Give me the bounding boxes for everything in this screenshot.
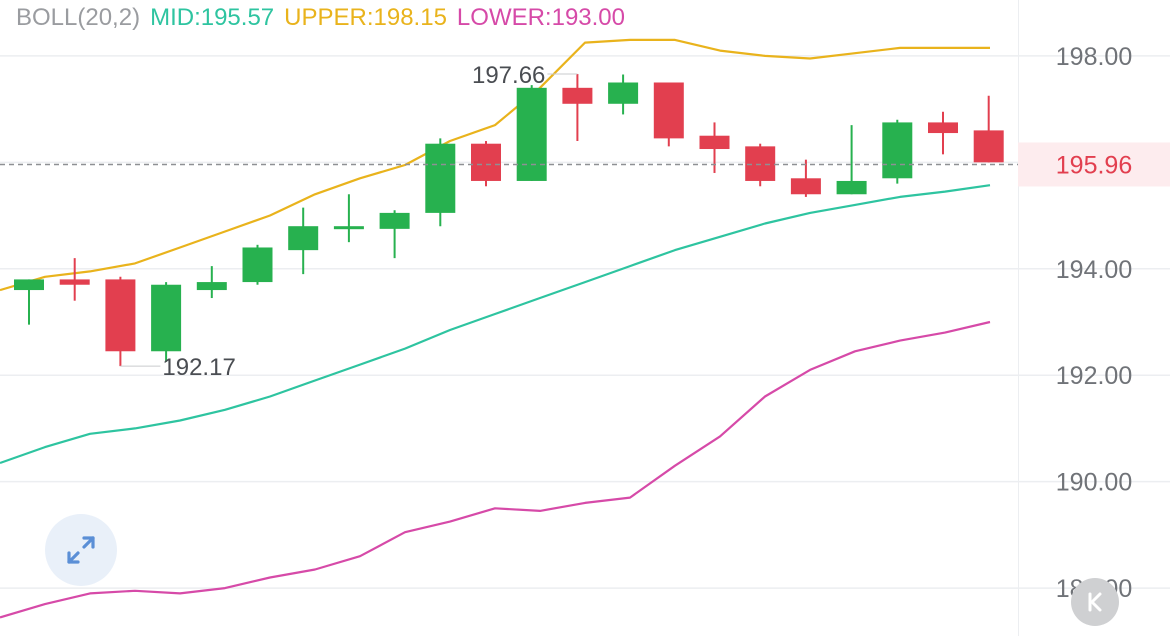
candle-body [562, 87, 593, 104]
candle-body [105, 279, 136, 352]
legend-upper: UPPER:198.15 [284, 4, 447, 31]
lower-line [0, 320, 991, 619]
candle-body [745, 146, 776, 181]
k-icon [1088, 592, 1102, 612]
price-axis[interactable]: 198.00196.00194.00192.00190.00188.00195.… [1018, 43, 1170, 603]
candle-body [333, 226, 364, 230]
mid-line [0, 184, 991, 465]
candle-body [882, 122, 913, 179]
candle-body [425, 143, 456, 213]
y-tick-label: 198.00 [1056, 43, 1132, 71]
candle-body [699, 135, 730, 150]
expand-arrows-icon [67, 536, 95, 564]
candle-body [973, 130, 1004, 163]
y-tick-label: 194.00 [1056, 256, 1132, 284]
candle-body [379, 212, 410, 229]
candle-body [59, 279, 90, 285]
bollinger-lines [0, 38, 991, 619]
legend-name: BOLL(20,2) [16, 4, 141, 31]
annotations: 197.66 192.17 [0, 62, 1018, 381]
y-tick-label: 190.00 [1056, 469, 1132, 497]
candle-body [151, 284, 182, 352]
candle-body [471, 143, 501, 181]
y-tick-label: 192.00 [1056, 362, 1132, 390]
candle-body [516, 87, 547, 181]
current-price-label: 195.96 [1056, 151, 1132, 179]
legend-mid: MID:195.57 [150, 4, 275, 31]
high-price-label: 197.66 [472, 62, 545, 89]
candle-body [14, 279, 44, 291]
candle-body [242, 247, 273, 283]
candles [14, 73, 1004, 367]
candle-body [653, 82, 684, 139]
candle-body [608, 82, 639, 104]
expand-button[interactable] [45, 514, 117, 586]
indicator-legend: BOLL(20,2) MID:195.57 UPPER:198.15 LOWER:19… [16, 4, 635, 32]
upper-line [0, 38, 990, 292]
k-button[interactable] [1071, 578, 1119, 626]
grid-lines [0, 55, 1170, 589]
candle-body [836, 180, 867, 195]
candle-body [196, 282, 227, 291]
legend-lower: LOWER:193.00 [456, 4, 626, 31]
candle-body [790, 178, 821, 195]
axis-divider [1018, 0, 1019, 636]
candle-body [288, 226, 319, 251]
candle-body [928, 122, 958, 134]
low-price-label: 192.17 [162, 354, 235, 381]
current-price-tag [1018, 142, 1170, 187]
